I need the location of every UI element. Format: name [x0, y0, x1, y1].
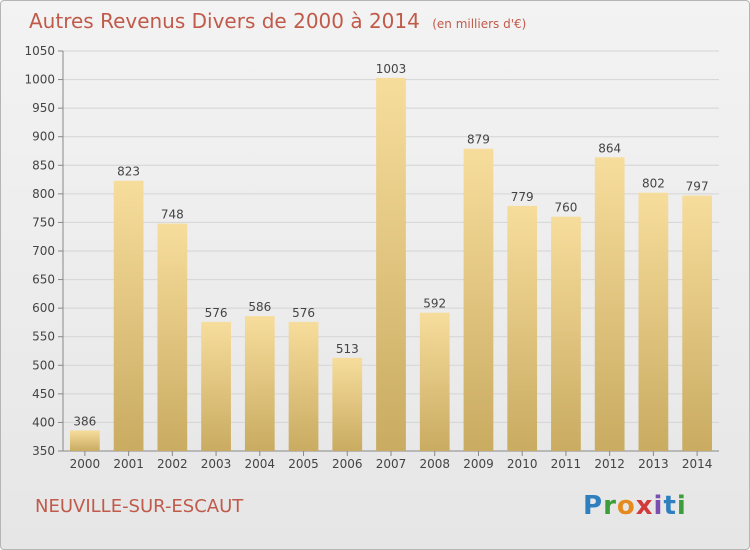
bar-2003[interactable]	[201, 321, 231, 451]
data-label: 879	[467, 133, 490, 147]
y-tick-label: 600	[32, 301, 55, 315]
bar-2010[interactable]	[507, 205, 538, 451]
logo-letter: P	[583, 491, 604, 521]
x-tick-label: 2007	[376, 457, 407, 471]
bar-2009[interactable]	[463, 148, 494, 451]
x-tick-label: 2011	[551, 457, 582, 471]
bar-2006[interactable]	[332, 357, 363, 451]
y-tick-label: 900	[32, 130, 55, 144]
data-label: 592	[423, 297, 446, 311]
logo-letter: o	[616, 491, 636, 521]
bar-chart: 350 400 450 500 550 600 650 700 750 800 850 900 950 1…	[24, 44, 719, 471]
x-tick-label: 2009	[463, 457, 494, 471]
data-label: 748	[161, 208, 184, 222]
bar-2000[interactable]	[69, 430, 100, 451]
bars	[69, 77, 713, 452]
y-tick-label: 400	[32, 415, 55, 429]
x-tick-label: 2014	[682, 457, 713, 471]
y-tick-label: 450	[32, 387, 55, 401]
data-label: 802	[642, 177, 665, 191]
bar-2012[interactable]	[594, 157, 625, 452]
y-tick-label: 350	[32, 444, 55, 458]
logo-letter: r	[603, 491, 617, 521]
x-tick-label: 2001	[113, 457, 144, 471]
bar-2005[interactable]	[288, 321, 319, 451]
data-label: 386	[73, 414, 96, 428]
y-tick-label: 1000	[24, 73, 55, 87]
city-name: NEUVILLE-SUR-ESCAUT	[35, 496, 244, 517]
data-label: 864	[598, 141, 621, 155]
data-label: 586	[248, 300, 271, 314]
bar-2004[interactable]	[244, 316, 275, 451]
data-label: 760	[554, 201, 577, 215]
y-tick-label: 950	[32, 101, 55, 115]
y-tick-label: 550	[32, 330, 55, 344]
logo-letter: i	[676, 491, 687, 521]
x-tick-label: 2012	[594, 457, 625, 471]
proxiti-logo[interactable]: Proxiti	[583, 491, 687, 521]
data-label: 513	[336, 342, 359, 356]
data-label: 576	[205, 306, 228, 320]
bar-2007[interactable]	[376, 77, 406, 451]
bar-2011[interactable]	[551, 216, 581, 451]
y-tick-label: 1050	[24, 44, 55, 58]
y-tick-label: 850	[32, 158, 55, 172]
data-label: 823	[117, 165, 140, 179]
y-tick-label: 800	[32, 187, 55, 201]
x-tick-label: 2002	[157, 457, 188, 471]
data-label: 1003	[376, 62, 407, 76]
x-tick-label: 2013	[638, 457, 669, 471]
bar-2013[interactable]	[638, 192, 669, 451]
bar-2002[interactable]	[157, 223, 188, 451]
x-tick-label: 2003	[201, 457, 232, 471]
y-tick-label: 750	[32, 215, 55, 229]
y-tick-label: 700	[32, 244, 55, 258]
x-tick-label: 2004	[245, 457, 276, 471]
logo-letter: i	[653, 491, 664, 521]
x-tick-label: 2010	[507, 457, 538, 471]
x-tick-label: 2008	[419, 457, 450, 471]
bar-2008[interactable]	[419, 312, 450, 451]
data-labels: 386 823 748 576 586 576 513 1003 592 879 779 760 864…	[73, 62, 708, 429]
chart-title-text: Autres Revenus Divers de 2000 à 2014	[29, 9, 420, 33]
data-label: 576	[292, 306, 315, 320]
x-tick-label: 2000	[70, 457, 101, 471]
logo-letter: t	[663, 491, 677, 521]
chart-subtitle: (en milliers d'€)	[432, 17, 527, 31]
axes: 350 400 450 500 550 600 650 700 750 800 850 900 950 1…	[24, 44, 719, 471]
bar-2014[interactable]	[682, 195, 713, 451]
bar-2001[interactable]	[113, 180, 144, 451]
data-label: 797	[686, 180, 709, 194]
logo-letter: x	[635, 491, 654, 521]
chart-title: Autres Revenus Divers de 2000 à 2014 (en…	[29, 9, 526, 33]
y-tick-label: 650	[32, 273, 55, 287]
y-tick-label: 500	[32, 358, 55, 372]
data-label: 779	[511, 190, 534, 204]
x-tick-label: 2005	[288, 457, 319, 471]
x-tick-label: 2006	[332, 457, 363, 471]
